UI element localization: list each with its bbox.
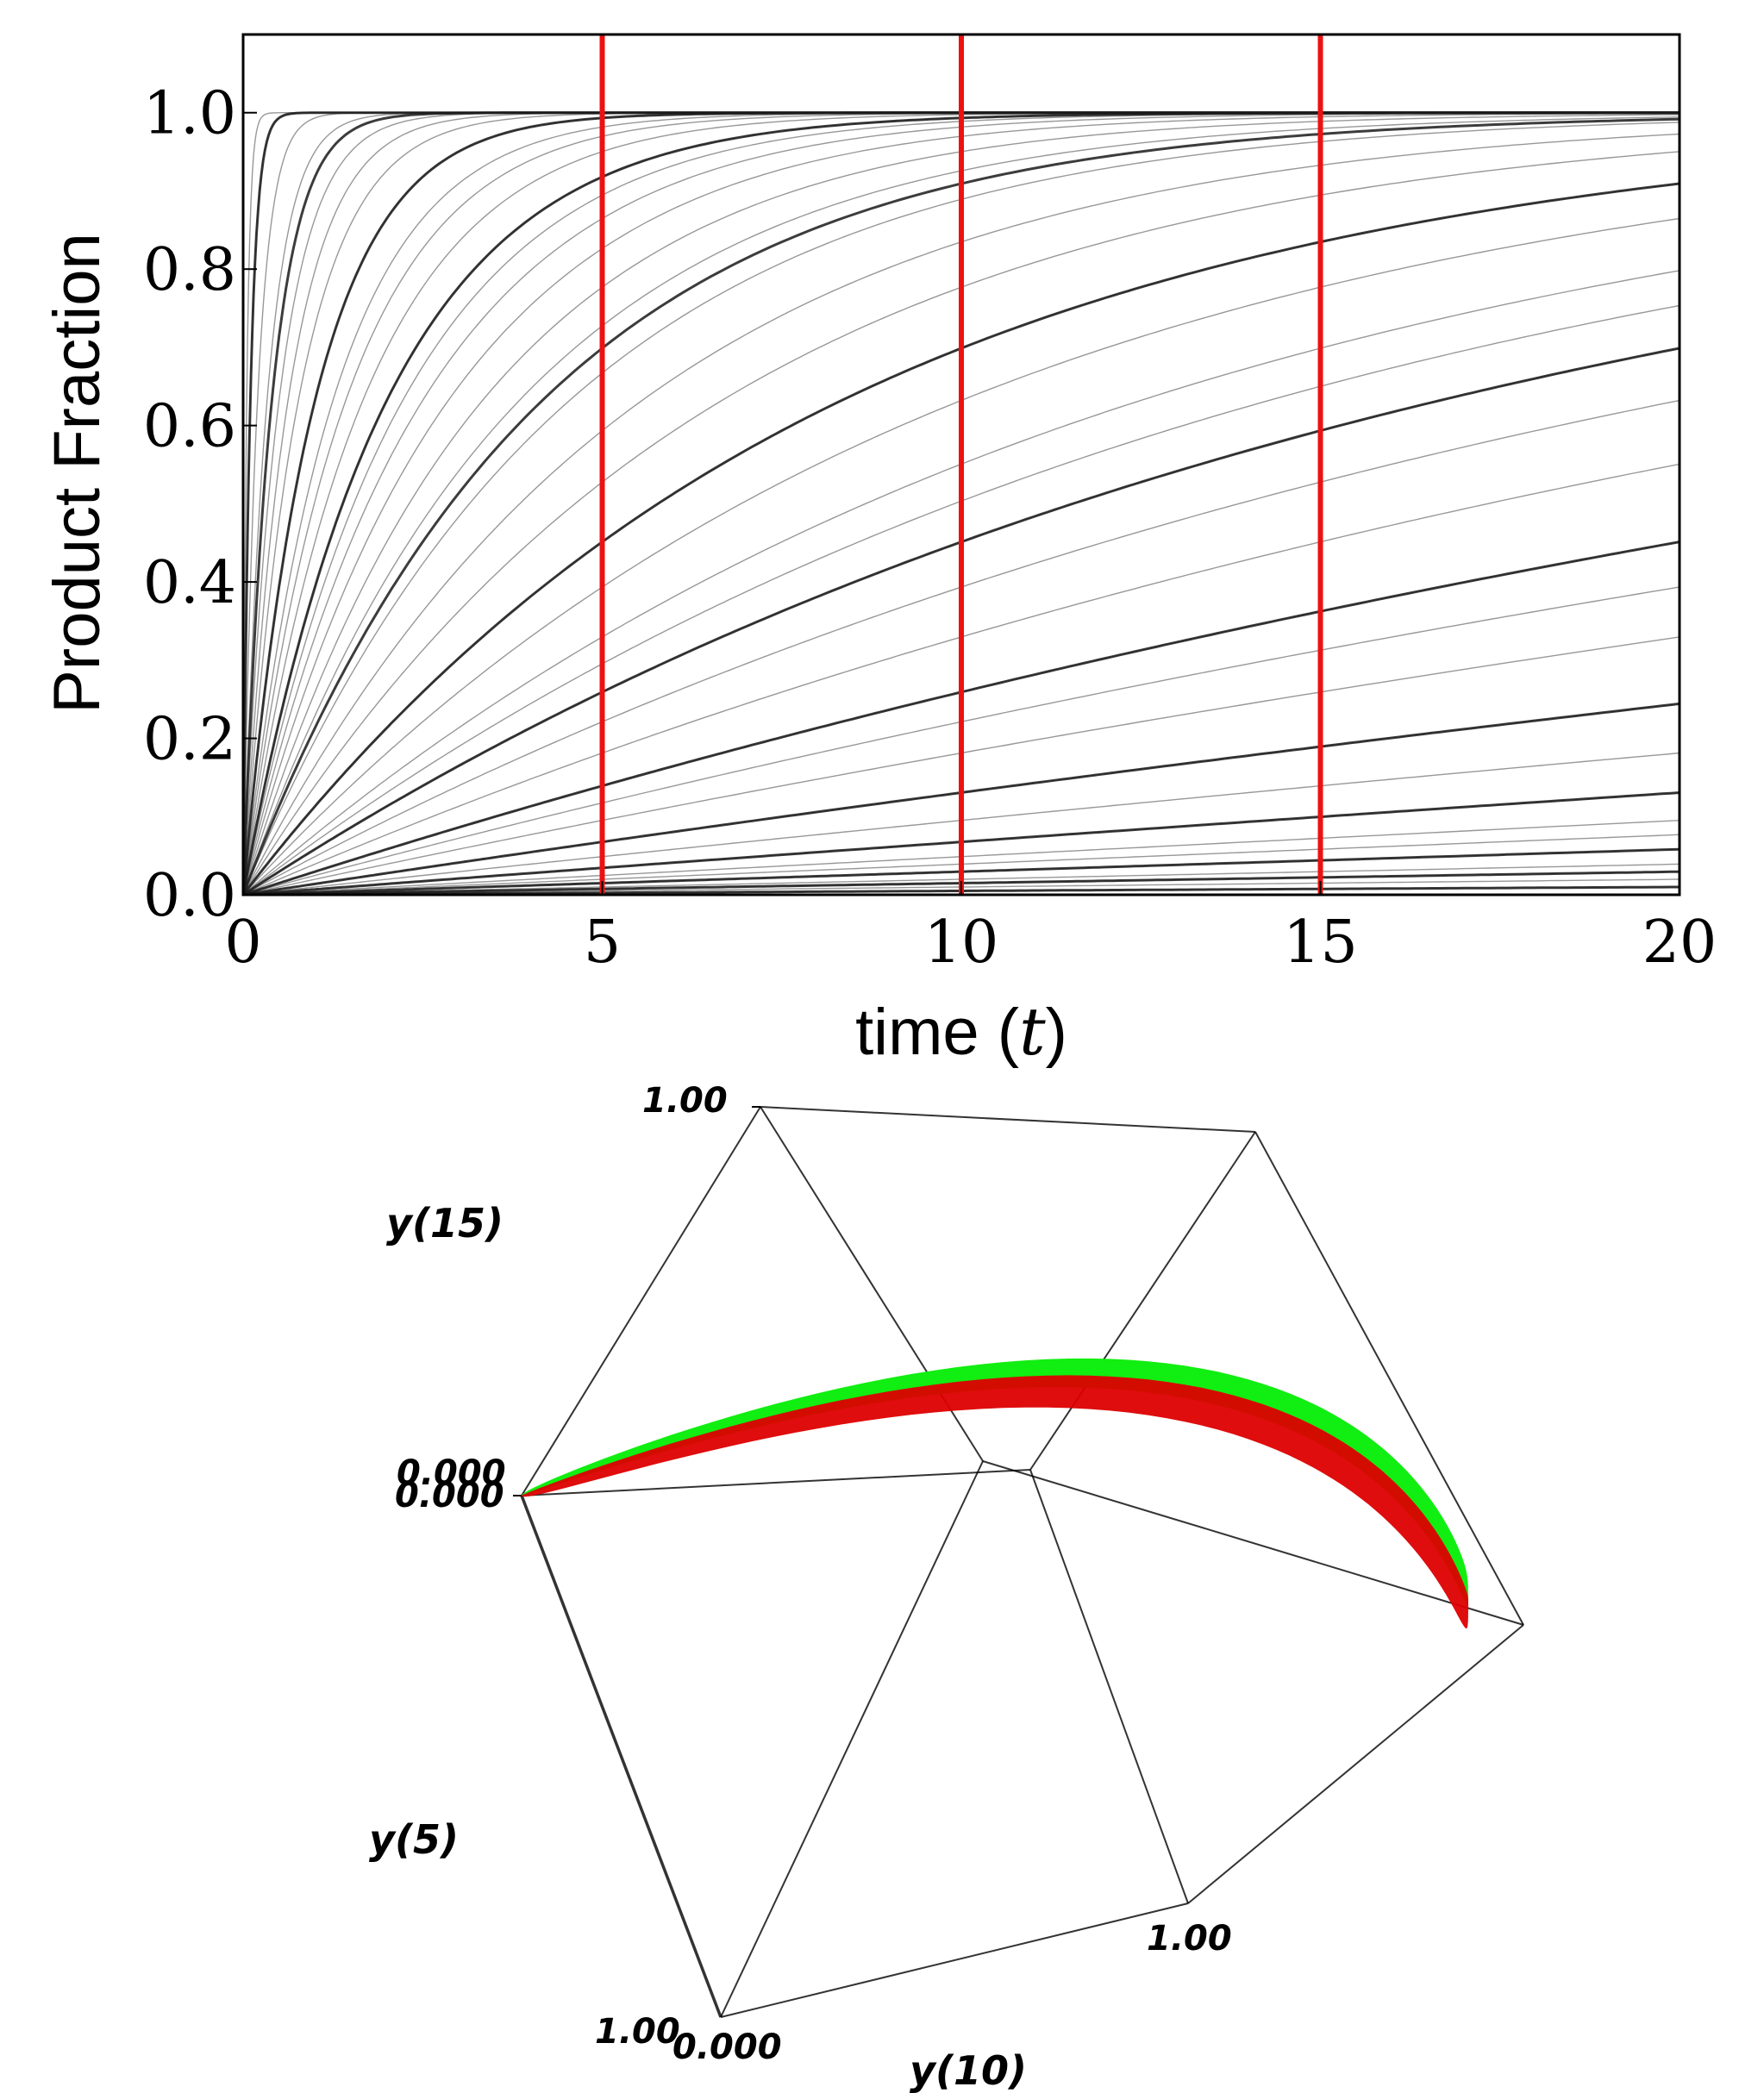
data-surface [522,1358,1468,1629]
y-axis-title: Product Fraction [41,233,114,714]
series-line-24 [243,114,1680,895]
box-edge-010-110 [1029,1469,1189,1904]
x-axis-title-suffix: ) [1046,996,1067,1069]
x-tick-label: 5 [584,909,621,977]
box-edge-000-010 [521,1469,1031,1496]
series-line-22 [243,122,1680,895]
3d-plot: 1.00 y(15) 0.000 0.000 y(5) 1.00 1.00 0.… [369,1081,1524,2093]
box-edge-100-101 [720,1460,984,2018]
y-tick-label: 0.0 [143,862,236,930]
z-max-tick-label: 1.00 [642,1081,728,1121]
series-line-13 [243,463,1680,895]
y-tick-label: 0.4 [143,549,236,617]
series-line-25 [243,112,1680,895]
box-edge-000-100 [520,1495,722,2018]
line-chart: 0 5 10 15 20 0.0 0.2 0.4 0.6 0.8 1.0 Product Fract… [41,33,1717,1070]
bounding-box [513,1106,1524,2018]
y-max-tick-label: 1.00 [1147,1919,1232,1959]
box-edge-000-001 [521,1106,761,1496]
x-tick-label: 15 [1283,909,1358,977]
x-tick-label: 0 [224,909,261,977]
highlight-line-7 [243,182,1680,895]
series-line-17 [243,270,1680,895]
y-tick-label: 1.0 [143,80,236,148]
y-tick-label: 0.8 [143,236,236,304]
box-edge-001-011 [760,1106,1256,1133]
x-tick-label: 20 [1642,909,1717,977]
x-axis-title-prefix: time ( [855,996,1019,1069]
series-line-8 [243,752,1680,895]
box-edge-101-111 [982,1460,1524,1626]
series-line-14 [243,399,1680,895]
surface-red [522,1375,1468,1629]
highlight-line-1 [243,870,1680,895]
highlight-line-2 [243,847,1680,895]
highlight-line-5 [243,540,1680,895]
vertical-lines-group [599,34,1323,895]
y-axis-label: y(10) [910,2047,1027,2093]
series-line-26 [243,112,1680,895]
curves-group [243,111,1680,895]
x-max-tick-label: 1.00 [595,2012,680,2052]
series-line-11 [243,586,1680,895]
series-line-20 [243,151,1680,895]
series-line-6 [243,820,1680,895]
x-axis-title-variable: t [1019,993,1046,1070]
box-edge-110-111 [1187,1624,1524,1904]
box-edge-011-111 [1254,1131,1524,1626]
3d-labels: 1.00 y(15) 0.000 0.000 y(5) 1.00 1.00 0.… [369,1081,1232,2093]
y-tick-label: 0.2 [143,706,236,774]
ticks-group: 0 5 10 15 20 0.0 0.2 0.4 0.6 0.8 1.0 [143,80,1717,977]
z-axis-label: y(15) [386,1200,504,1246]
highlight-line-4 [243,702,1680,895]
origin-tick-label-a: 0.000 [397,1453,506,1493]
series-line-18 [243,217,1680,895]
series-line-23 [243,116,1680,895]
series-line-21 [243,133,1680,895]
x-tick-label: 10 [924,909,999,977]
origin-tick-label-b: 0.000 [395,1476,504,1515]
series-line-16 [243,304,1680,895]
box-edge-100-110 [720,1902,1189,2018]
series-line-10 [243,636,1680,895]
highlight-line-3 [243,791,1680,895]
highlight-line-8 [243,117,1680,895]
box-edge-010-011 [1029,1131,1256,1471]
x-min-tick-label: 0.000 [672,2027,782,2067]
highlight-line-6 [243,347,1680,895]
highlight-line-12 [243,111,1680,895]
y-tick-label: 0.6 [143,393,236,461]
x-axis-title: time (t) [855,993,1067,1070]
x-axis-label: y(5) [369,1816,459,1863]
